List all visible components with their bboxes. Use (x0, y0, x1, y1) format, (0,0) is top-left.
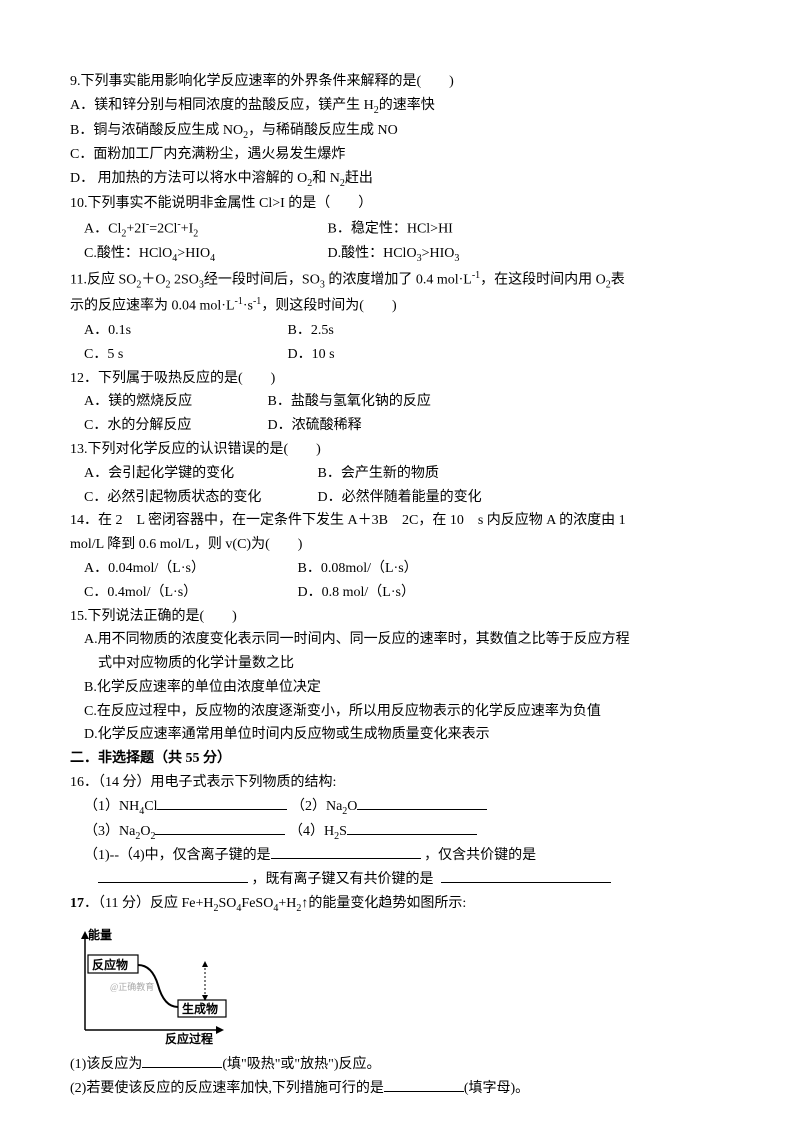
q17-p1-text: (1)该反应为 (70, 1057, 142, 1072)
q12-stem: 12．下列属于吸热反应的是( ) (70, 367, 730, 391)
q16-p3b: ，仅含共价键的是 (424, 848, 536, 863)
q12-row2: C．水的分解反应 D．浓硫酸稀释 (70, 414, 730, 438)
q17-p1: (1)该反应为 (填"吸热"或"放热")反应。 (70, 1053, 730, 1077)
q11-opt-a: A．0.1s (84, 319, 284, 343)
y-axis-label: 能量 (88, 927, 112, 942)
q10-opt-d: D.酸性：HClO3>HIO3 (328, 246, 460, 261)
q15-opt-a2: 式中对应物质的化学计量数之比 (70, 652, 730, 676)
q13-opt-b: B．会产生新的物质 (318, 466, 439, 481)
q9-opt-b: B．铜与浓硝酸反应生成 NO2，与稀硝酸反应生成 NO (70, 119, 730, 144)
energy-diagram: 能量 反应过程 反应物 生成物 @正确教育 (70, 925, 240, 1045)
blank-reaction-type (142, 1054, 222, 1068)
q12-row1: A．镁的燃烧反应 B．盐酸与氢氧化钠的反应 (70, 390, 730, 414)
q17-stem-text: ．（11 分）反应 Fe+H2SO4FeSO4+H2↑的能量变化趋势如图所示: (84, 896, 466, 911)
blank-measure (384, 1078, 464, 1092)
q11-opt-b: B．2.5s (288, 323, 334, 338)
q16-p4: ，既有离子键又有共价键的是 (252, 872, 434, 887)
q16-p1b: （2）Na2O (291, 799, 357, 814)
q13-stem: 13.下列对化学反应的认识错误的是( ) (70, 438, 730, 462)
q16-stem: 16．（14 分）用电子式表示下列物质的结构: (70, 771, 730, 795)
q16-p2a: （3）Na2O2 (84, 824, 155, 839)
q17-p2b: (填字母)。 (464, 1081, 529, 1096)
q14-opt-b: B．0.08mol/（L·s） (298, 561, 418, 576)
q11-row1: A．0.1s B．2.5s (70, 319, 730, 343)
q14-opt-d: D．0.8 mol/（L·s） (298, 585, 415, 600)
q9-opt-c: C．面粉加工厂内充满粉尘，遇火易发生爆炸 (70, 143, 730, 167)
q16-row4: ，既有离子键又有共价键的是 (70, 868, 730, 892)
q9-opt-a: A．镁和锌分别与相同浓度的盐酸反应，镁产生 H2的速率快 (70, 94, 730, 119)
q13-opt-a: A．会引起化学键的变化 (84, 462, 314, 486)
blank-h2s (347, 821, 477, 835)
q12-opt-a: A．镁的燃烧反应 (84, 390, 264, 414)
q11-opt-d: D．10 s (288, 347, 335, 362)
blank-both (441, 869, 611, 883)
q15-opt-d: D.化学反应速率通常用单位时间内反应物或生成物质量变化来表示 (70, 723, 730, 747)
blank-nh4cl (157, 796, 287, 810)
q12-opt-d: D．浓硫酸稀释 (268, 418, 362, 433)
q14-line1: 14．在 2 L 密闭容器中，在一定条件下发生 A＋3B 2C，在 10 s 内… (70, 509, 730, 533)
q9-stem: 9.下列事实能用影响化学反应速率的外界条件来解释的是( ) (70, 70, 730, 94)
q16-p2b: （4）H2S (289, 824, 347, 839)
q17-stem: 17．（11 分）反应 Fe+H2SO4FeSO4+H2↑的能量变化趋势如图所示… (70, 892, 730, 917)
reactant-label: 反应物 (92, 957, 128, 972)
section2-heading: 二．非选择题（共 55 分） (70, 747, 730, 771)
q17-p1b: (填"吸热"或"放热")反应。 (222, 1057, 380, 1072)
q16-row3: （1)--（4)中，仅含离子键的是 ，仅含共价键的是 (70, 844, 730, 868)
q10-opt-b: B．稳定性：HCl>HI (328, 221, 453, 236)
q14-row2: C．0.4mol/（L·s） D．0.8 mol/（L·s） (70, 581, 730, 605)
blank-ionic (271, 845, 421, 859)
q13-row2: C．必然引起物质状态的变化 D．必然伴随着能量的变化 (70, 486, 730, 510)
q11-line1: 11.反应 SO2＋O2 2SO3经一段时间后，SO3 的浓度增加了 0.4 m… (70, 267, 730, 293)
q14-line2: mol/L 降到 0.6 mol/L，则 v(C)为( ) (70, 533, 730, 557)
q10-opt-c: C.酸性：HClO4>HIO4 (84, 242, 324, 267)
q16-row2: （3）Na2O2 （4）H2S (70, 820, 730, 845)
product-label: 生成物 (182, 1001, 218, 1016)
q11-row2: C．5 s D．10 s (70, 343, 730, 367)
q10-stem: 10.下列事实不能说明非金属性 Cl>I 的是（ ） (70, 192, 730, 216)
q13-row1: A．会引起化学键的变化 B．会产生新的物质 (70, 462, 730, 486)
q11-opt-c: C．5 s (84, 343, 284, 367)
q16-p3: （1)--（4)中，仅含离子键的是 (84, 848, 271, 863)
watermark: @正确教育 (110, 981, 154, 992)
q16-p1a: （1）NH4Cl (84, 799, 157, 814)
q15-opt-c: C.在反应过程中，反应物的浓度逐渐变小，所以用反应物表示的化学反应速率为负值 (70, 700, 730, 724)
blank-na2o2 (155, 821, 285, 835)
q14-opt-a: A．0.04mol/（L·s） (84, 557, 294, 581)
q12-opt-b: B．盐酸与氢氧化钠的反应 (268, 394, 431, 409)
q14-row1: A．0.04mol/（L·s） B．0.08mol/（L·s） (70, 557, 730, 581)
q10-opt-a: A．Cl2+2I-=2Cl-+I2 (84, 216, 324, 242)
q16-row1: （1）NH4Cl （2）Na2O (70, 795, 730, 820)
x-axis-label: 反应过程 (165, 1031, 213, 1045)
q15-opt-a1: A.用不同物质的浓度变化表示同一时间内、同一反应的速率时，其数值之比等于反应方程 (70, 628, 730, 652)
q9-opt-d: D． 用加热的方法可以将水中溶解的 O2和 N2赶出 (70, 167, 730, 192)
q13-opt-d: D．必然伴随着能量的变化 (318, 490, 482, 505)
q15-stem: 15.下列说法正确的是( ) (70, 605, 730, 629)
q15-opt-b: B.化学反应速率的单位由浓度单位决定 (70, 676, 730, 700)
blank-covalent (98, 869, 248, 883)
blank-na2o (357, 796, 487, 810)
q14-opt-c: C．0.4mol/（L·s） (84, 581, 294, 605)
q10-row1: A．Cl2+2I-=2Cl-+I2 B．稳定性：HCl>HI (70, 216, 730, 242)
q17-p2-text: (2)若要使该反应的反应速率加快,下列措施可行的是 (70, 1081, 384, 1096)
q10-row2: C.酸性：HClO4>HIO4 D.酸性：HClO3>HIO3 (70, 242, 730, 267)
q12-opt-c: C．水的分解反应 (84, 414, 264, 438)
q17-p2: (2)若要使该反应的反应速率加快,下列措施可行的是 (填字母)。 (70, 1077, 730, 1101)
q11-line2: 示的反应速率为 0.04 mol·L-1·s-1，则这段时间为( ) (70, 293, 730, 318)
q13-opt-c: C．必然引起物质状态的变化 (84, 486, 314, 510)
